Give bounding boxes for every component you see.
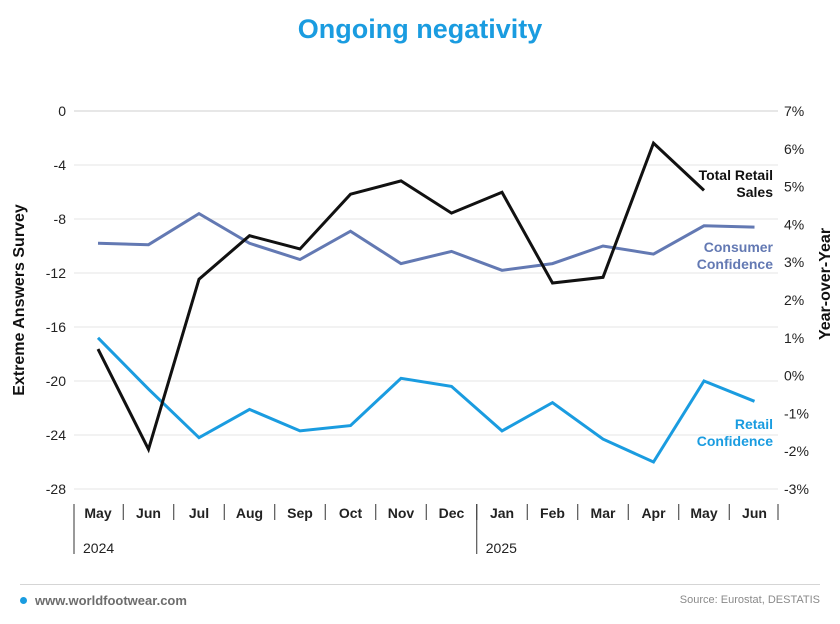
y-axis-title: Extreme Answers Survey xyxy=(11,204,28,396)
series-line-total-retail-sales xyxy=(96,140,706,454)
y2-tick-label: -2% xyxy=(784,443,809,459)
bullet-dot-icon xyxy=(20,597,27,605)
x-tick-label: Jun xyxy=(136,505,161,521)
x-tick-label: Mar xyxy=(591,505,616,521)
y2-tick-label: 7% xyxy=(784,103,804,119)
x-tick-label: Sep xyxy=(287,505,313,521)
x-tick-label: Apr xyxy=(641,505,666,521)
y2-tick-label: 0% xyxy=(784,368,804,384)
y2-axis-title: Year-over-Year xyxy=(817,228,834,340)
y2-tick-label: 5% xyxy=(784,179,804,195)
y2-tick-label: 4% xyxy=(784,216,804,232)
x-tick-label: Jun xyxy=(742,505,767,521)
x-axis: May Jun Jul Aug Sep Oct Nov Dec Jan Feb Mar Apr May J… xyxy=(73,504,779,556)
year-label: 2025 xyxy=(486,540,517,556)
x-tick-label: Aug xyxy=(236,505,263,521)
y-tick-label: -20 xyxy=(46,373,66,389)
line-chart: 0 -4 -8 -12 -16 -20 -24 -28 7% 6% 5% 4% 3% 2% 1% 0% -1%… xyxy=(11,103,834,556)
series-label: Confidence xyxy=(697,433,773,449)
chart-title: Ongoing negativity xyxy=(297,14,543,44)
y-tick-label: -8 xyxy=(54,211,67,227)
series-line-consumer-confidence xyxy=(97,211,755,272)
y2-tick-label: 2% xyxy=(784,292,804,308)
series-lines xyxy=(96,140,756,464)
x-tick-label: Feb xyxy=(540,505,565,521)
y2-tick-label: 1% xyxy=(784,330,804,346)
x-tick-label: Jan xyxy=(490,505,514,521)
series-line-retail-confidence xyxy=(96,336,756,464)
website-text: www.worldfootwear.com xyxy=(35,593,187,608)
y2-tick-label: 3% xyxy=(784,254,804,270)
x-tick-label: Nov xyxy=(388,505,415,521)
y2-tick-label: -1% xyxy=(784,405,809,421)
y2-tick-label: -3% xyxy=(784,481,809,497)
year-label: 2024 xyxy=(83,540,114,556)
y-tick-label: -4 xyxy=(54,157,67,173)
y-tick-label: 0 xyxy=(58,103,66,119)
x-tick-label: Dec xyxy=(439,505,465,521)
y-tick-label: -28 xyxy=(46,481,66,497)
x-tick-label: Jul xyxy=(189,505,209,521)
series-label: Confidence xyxy=(697,256,773,272)
y2-tick-label: 6% xyxy=(784,141,804,157)
footer-source: Source: Eurostat, DESTATIS xyxy=(679,594,820,606)
right-axis-ticks: 7% 6% 5% 4% 3% 2% 1% 0% -1% -2% -3% xyxy=(784,103,809,497)
series-labels: ConsumerConfidenceRetailConfidenceTotal … xyxy=(697,167,774,449)
y-tick-label: -24 xyxy=(46,427,66,443)
series-label: Retail xyxy=(735,416,773,432)
left-axis-ticks: 0 -4 -8 -12 -16 -20 -24 -28 xyxy=(46,103,66,497)
footer-divider xyxy=(20,584,820,585)
series-label: Consumer xyxy=(704,239,774,255)
x-tick-label: May xyxy=(690,505,717,521)
footer-website[interactable]: www.worldfootwear.com xyxy=(20,593,187,608)
series-label: Sales xyxy=(736,184,773,200)
x-tick-label: May xyxy=(84,505,111,521)
series-label: Total Retail xyxy=(699,167,773,183)
y-tick-label: -16 xyxy=(46,319,66,335)
y-tick-label: -12 xyxy=(46,265,66,281)
x-tick-label: Oct xyxy=(339,505,363,521)
